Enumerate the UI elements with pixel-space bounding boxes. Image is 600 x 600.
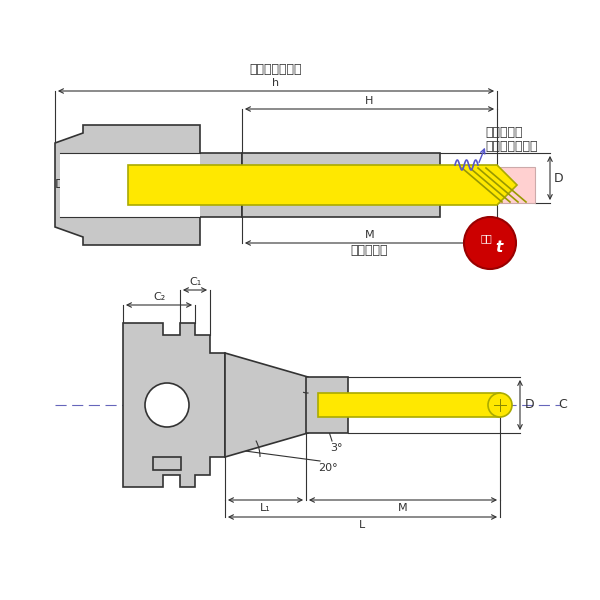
Polygon shape <box>153 457 181 470</box>
Polygon shape <box>318 393 500 417</box>
Polygon shape <box>128 165 517 205</box>
Text: t: t <box>496 241 503 256</box>
Text: C₁: C₁ <box>189 277 201 287</box>
Polygon shape <box>242 153 440 217</box>
Text: D: D <box>554 172 563 185</box>
Text: 20°: 20° <box>318 463 338 473</box>
Text: 肉厚: 肉厚 <box>480 233 492 243</box>
Text: 3°: 3° <box>330 443 343 453</box>
Text: つかみ長さ: つかみ長さ <box>485 127 523 139</box>
Polygon shape <box>60 153 200 217</box>
Text: （最低把持長）: （最低把持長） <box>485 140 538 154</box>
Polygon shape <box>123 323 225 487</box>
Polygon shape <box>55 125 242 245</box>
Text: C: C <box>558 398 567 412</box>
Text: 加工有効長: 加工有効長 <box>351 244 388 257</box>
Text: L₁: L₁ <box>260 503 271 513</box>
Polygon shape <box>306 377 348 433</box>
Text: 工具最大挿入長: 工具最大挿入長 <box>250 63 302 76</box>
Text: M: M <box>398 503 408 513</box>
Text: L: L <box>359 520 365 530</box>
Text: M: M <box>365 230 374 240</box>
Polygon shape <box>225 353 308 457</box>
Text: D₁: D₁ <box>55 179 69 191</box>
Text: C₂: C₂ <box>153 292 165 302</box>
Text: D: D <box>525 398 535 412</box>
Circle shape <box>464 217 516 269</box>
Circle shape <box>145 383 189 427</box>
Polygon shape <box>400 167 535 203</box>
Text: H: H <box>365 96 374 106</box>
Circle shape <box>488 393 512 417</box>
Text: h: h <box>272 78 280 88</box>
